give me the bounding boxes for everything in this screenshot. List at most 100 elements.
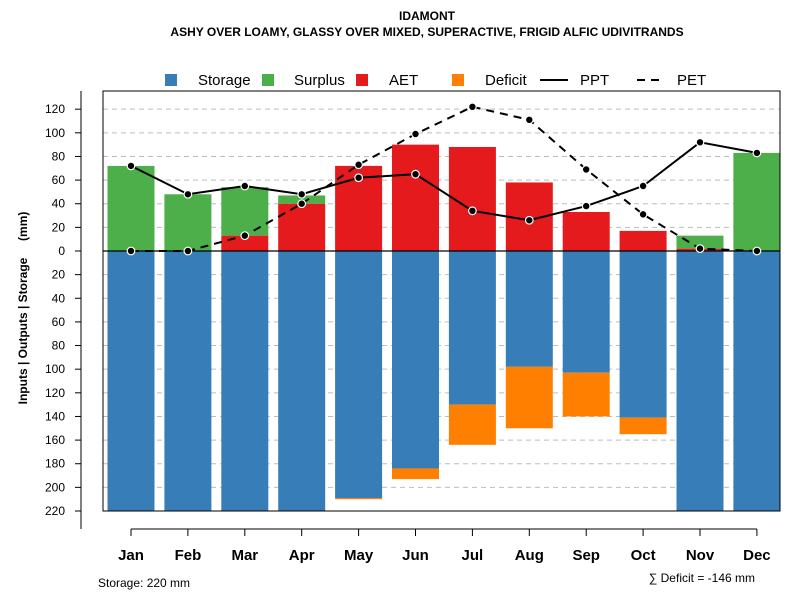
y-tick-label: 140 xyxy=(45,409,65,423)
y-tick-label: 20 xyxy=(52,268,66,282)
y-axis-label: Inputs | Outputs | Storage (mm) xyxy=(16,212,30,405)
y-tick-label: 40 xyxy=(52,291,66,305)
aet-bar-oct xyxy=(619,230,667,251)
surplus-bar-dec xyxy=(733,152,781,251)
y-tick-label: 0 xyxy=(58,244,65,258)
storage-bar-jan xyxy=(107,251,155,511)
storage-bar-oct xyxy=(619,251,667,418)
legend-label-surplus: Surplus xyxy=(294,72,345,89)
y-tick-label: 120 xyxy=(45,102,65,116)
storage-bar-may xyxy=(335,251,383,498)
gridlines xyxy=(103,108,780,512)
y-tick-label: 200 xyxy=(45,480,65,494)
deficit-bar-oct xyxy=(619,417,667,435)
storage-bar-nov xyxy=(676,251,724,511)
storage-bar-jul xyxy=(448,251,496,405)
pet-point-apr xyxy=(297,199,307,209)
x-tick-label-apr: Apr xyxy=(289,547,315,564)
x-tick-label-mar: Mar xyxy=(231,547,258,564)
ppt-point-mar xyxy=(240,181,250,191)
storage-bar-apr xyxy=(278,251,326,511)
y-tick-label: 220 xyxy=(45,504,65,518)
ppt-point-oct xyxy=(638,181,648,191)
aet-bar-sep xyxy=(562,212,610,251)
deficit-bar-jun xyxy=(392,468,439,480)
ppt-line xyxy=(130,141,758,222)
pet-point-nov xyxy=(695,244,705,254)
deficit-bar-jul xyxy=(448,404,496,445)
legend-label-storage: Storage xyxy=(198,72,251,89)
aet-bar-jul xyxy=(448,147,496,251)
x-axis: Jan Feb Mar Apr May Jun Jul Aug Sep Oct Nov Dec xyxy=(118,528,771,564)
x-tick-label-oct: Oct xyxy=(631,547,656,564)
aet-bar-jun xyxy=(392,144,439,251)
x-tick-label-sep: Sep xyxy=(572,547,600,564)
pet-point-dec xyxy=(752,246,762,256)
chart-title: IDAMONT xyxy=(399,9,456,23)
pet-point-sep xyxy=(581,165,591,174)
legend-swatch-aet xyxy=(356,74,368,86)
storage-bar-aug xyxy=(505,251,553,367)
y-axis: 1201008060402002040608010012014016018020… xyxy=(45,91,82,529)
y-tick-label: 40 xyxy=(52,197,66,211)
ppt-point-apr xyxy=(297,189,307,199)
pet-point-oct xyxy=(638,209,648,219)
bars xyxy=(107,144,781,511)
deficit-bar-aug xyxy=(505,366,553,429)
x-tick-label-jul: Jul xyxy=(462,547,484,564)
surplus-bar-mar xyxy=(221,187,269,236)
x-tick-label-nov: Nov xyxy=(686,547,715,564)
surplus-bar-nov xyxy=(676,235,724,249)
legend: Storage Surplus AET Deficit PPT PET xyxy=(165,72,706,89)
y-tick-label: 80 xyxy=(52,149,66,163)
y-tick-label: 160 xyxy=(45,433,65,447)
y-tick-label: 120 xyxy=(45,386,65,400)
pet-point-jan xyxy=(126,246,136,256)
ppt-point-dec xyxy=(752,148,762,158)
surplus-bar-jan xyxy=(107,165,155,251)
legend-label-deficit: Deficit xyxy=(485,72,528,89)
legend-label-ppt: PPT xyxy=(580,72,609,89)
plot-frame xyxy=(102,90,781,512)
x-tick-label-dec: Dec xyxy=(743,547,771,564)
ppt-point-nov xyxy=(695,137,705,147)
ppt-point-may xyxy=(354,173,364,183)
ppt-point-sep xyxy=(581,201,591,211)
surplus-bar-feb xyxy=(164,194,212,251)
chart-subtitle: ASHY OVER LOAMY, GLASSY OVER MIXED, SUPE… xyxy=(170,25,683,39)
y-tick-label: 60 xyxy=(52,315,66,329)
deficit-bar-sep xyxy=(562,372,610,417)
y-tick-label: 100 xyxy=(45,362,65,376)
pet-point-feb xyxy=(183,246,193,256)
legend-label-pet: PET xyxy=(677,72,706,89)
ppt-point-aug xyxy=(524,215,534,225)
pet-point-jul xyxy=(468,102,477,112)
ppt-point-feb xyxy=(183,189,193,199)
y-tick-label: 100 xyxy=(45,126,65,140)
lines xyxy=(126,102,762,256)
y-tick-label: 20 xyxy=(52,220,66,234)
ppt-point-jul xyxy=(468,206,477,216)
storage-bar-mar xyxy=(221,251,269,511)
ppt-point-jun xyxy=(411,169,420,179)
aet-bar-apr xyxy=(278,203,326,251)
pet-point-mar xyxy=(240,231,250,241)
x-tick-label-may: May xyxy=(344,547,374,564)
storage-bar-sep xyxy=(562,251,610,373)
legend-swatch-deficit xyxy=(452,74,464,86)
storage-bar-jun xyxy=(392,251,439,469)
pet-point-may xyxy=(354,160,364,170)
y-tick-label: 80 xyxy=(52,339,66,353)
legend-swatch-storage xyxy=(165,74,177,86)
x-tick-label-aug: Aug xyxy=(515,547,544,564)
storage-note: Storage: 220 mm xyxy=(98,576,190,590)
x-tick-label-jan: Jan xyxy=(118,547,144,564)
storage-bar-dec xyxy=(733,251,781,511)
pet-point-jun xyxy=(411,129,420,139)
ppt-point-jan xyxy=(126,161,136,171)
y-tick-label: 180 xyxy=(45,457,65,471)
deficit-note: ∑ Deficit = -146 mm xyxy=(649,571,755,585)
legend-label-aet: AET xyxy=(389,72,418,89)
legend-swatch-surplus xyxy=(262,74,274,86)
